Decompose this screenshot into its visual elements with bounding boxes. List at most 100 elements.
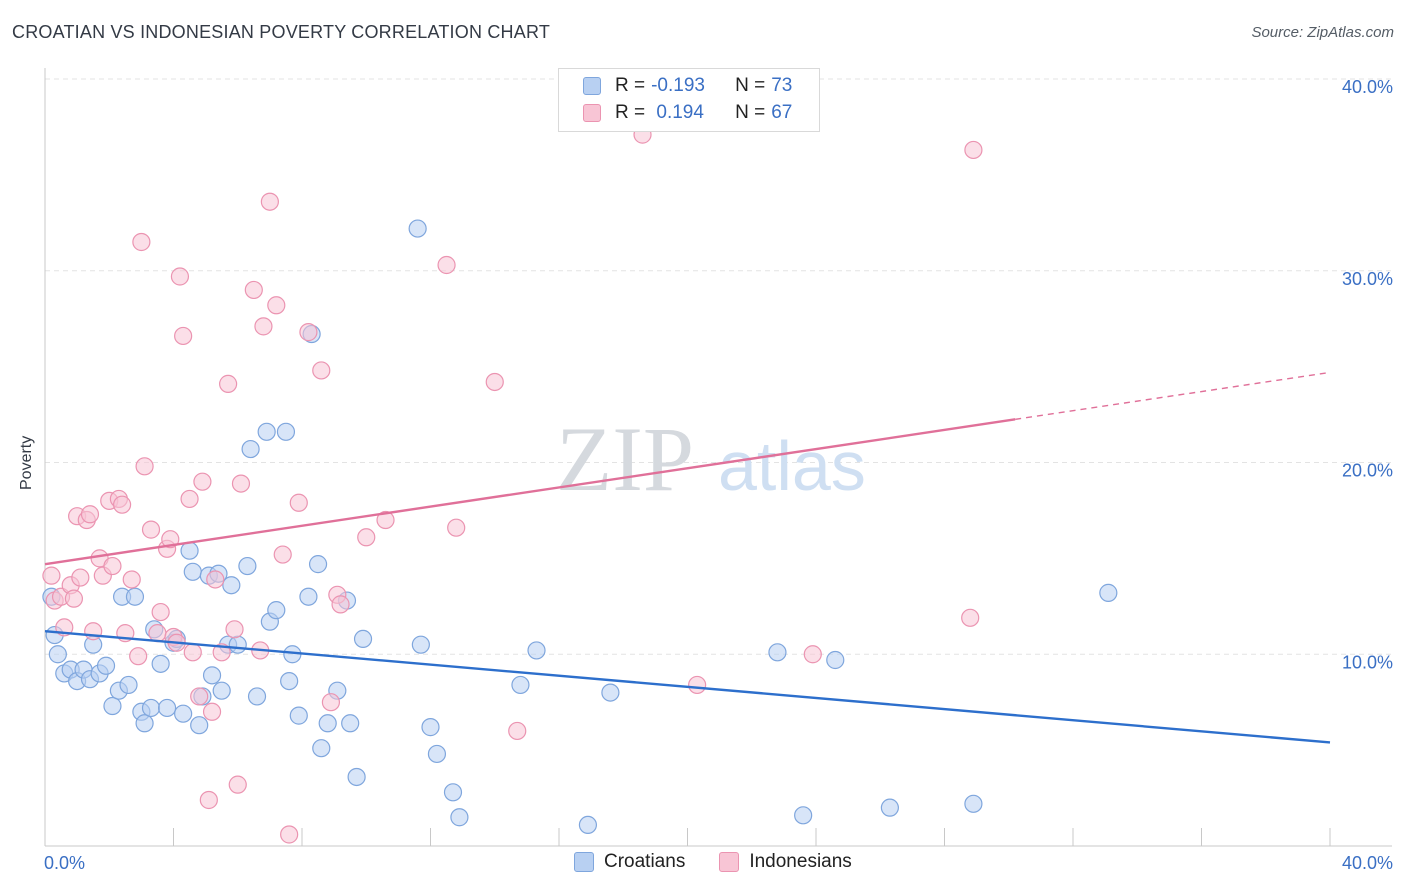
croatian-point bbox=[341, 714, 360, 733]
croatian-point bbox=[308, 555, 328, 574]
croatian-point bbox=[257, 422, 276, 441]
chart-title: CROATIAN VS INDONESIAN POVERTY CORRELATI… bbox=[12, 22, 551, 42]
legend-r-value: -0.193 bbox=[651, 75, 705, 96]
points-layer bbox=[42, 125, 1118, 844]
croatian-point bbox=[125, 587, 145, 606]
croatian-point bbox=[964, 794, 983, 813]
indonesian-point bbox=[964, 140, 983, 160]
indonesian-point bbox=[64, 589, 84, 608]
indonesian-point bbox=[161, 530, 180, 549]
indonesian-point bbox=[135, 457, 154, 476]
croatian-point bbox=[280, 671, 299, 691]
indonesian-point bbox=[254, 317, 273, 336]
legend-n-label: N = bbox=[735, 102, 766, 123]
legend-swatch-blue bbox=[583, 77, 601, 95]
indonesian-point bbox=[202, 702, 222, 721]
watermark-atlas: atlas bbox=[718, 427, 866, 505]
series-legend: Croatians Indonesians bbox=[574, 851, 886, 873]
legend-r-label: R = bbox=[615, 75, 646, 96]
croatian-point bbox=[427, 744, 447, 764]
indonesian-point bbox=[206, 570, 225, 589]
croatian-point bbox=[174, 704, 193, 723]
indonesian-point bbox=[289, 493, 308, 512]
series-legend-indonesians[interactable]: Indonesians bbox=[719, 851, 852, 873]
indonesian-point bbox=[193, 472, 212, 491]
legend-label-indonesians: Indonesians bbox=[749, 851, 852, 872]
croatian-point bbox=[353, 629, 373, 649]
indonesian-point bbox=[280, 825, 299, 844]
legend-r-value: 0.194 bbox=[651, 102, 704, 123]
legend-swatch-blue bbox=[574, 852, 594, 872]
indonesian-point bbox=[961, 608, 980, 627]
indonesian-point bbox=[190, 687, 209, 706]
trend-line-extension bbox=[1015, 371, 1331, 421]
series-legend-croatians[interactable]: Croatians bbox=[574, 851, 685, 873]
croatian-point bbox=[238, 556, 257, 576]
croatian-point bbox=[289, 706, 308, 725]
indonesian-point bbox=[321, 693, 341, 712]
indonesian-point bbox=[260, 192, 279, 211]
indonesian-point bbox=[151, 602, 170, 622]
indonesian-point bbox=[180, 489, 199, 509]
croatian-point bbox=[96, 656, 116, 675]
croatian-point bbox=[347, 767, 366, 787]
indonesian-point bbox=[299, 323, 318, 342]
indonesian-point bbox=[244, 280, 263, 300]
croatian-point bbox=[443, 783, 463, 802]
trend-line-indonesians bbox=[44, 418, 1016, 566]
indonesian-point bbox=[183, 643, 202, 662]
indonesian-point bbox=[231, 474, 251, 493]
y-tick-label: 10.0% bbox=[1342, 652, 1393, 672]
trend-layer bbox=[44, 371, 1331, 744]
indonesian-point bbox=[132, 232, 151, 252]
stats-legend: R = -0.193 N = 73 R = 0.194 N = 67 bbox=[558, 68, 820, 132]
croatian-point bbox=[578, 815, 598, 835]
croatian-point bbox=[103, 696, 122, 716]
croatian-point bbox=[408, 219, 427, 238]
y-tick-label: 40.0% bbox=[1342, 77, 1393, 97]
indonesian-point bbox=[112, 495, 132, 514]
x-tick-label: 40.0% bbox=[1342, 853, 1393, 873]
croatian-point bbox=[267, 601, 286, 620]
croatian-point bbox=[190, 716, 209, 735]
legend-n-value: 73 bbox=[771, 75, 793, 96]
indonesian-point bbox=[170, 267, 190, 286]
croatian-point bbox=[450, 808, 469, 827]
croatian-point bbox=[411, 635, 430, 654]
indonesian-point bbox=[228, 775, 247, 794]
indonesian-point bbox=[148, 624, 167, 643]
indonesian-point bbox=[312, 361, 331, 380]
indonesian-point bbox=[273, 545, 292, 564]
y-tick-label: 30.0% bbox=[1342, 269, 1393, 289]
tick-label-layer: 10.0% 20.0% 30.0% 40.0% 0.0% 40.0% bbox=[44, 77, 1393, 873]
croatian-point bbox=[768, 643, 787, 662]
croatian-point bbox=[228, 635, 247, 654]
croatian-point bbox=[826, 650, 845, 670]
croatian-point bbox=[601, 683, 620, 702]
indonesian-point bbox=[508, 721, 527, 741]
indonesian-point bbox=[225, 620, 244, 639]
croatian-point bbox=[247, 687, 267, 706]
croatian-point bbox=[880, 798, 899, 817]
source-label: Source: ZipAtlas.com bbox=[1251, 24, 1394, 41]
legend-row-indonesians: R = 0.194 N = 67 bbox=[583, 100, 792, 126]
croatian-point bbox=[794, 806, 813, 825]
x-tick-label: 0.0% bbox=[44, 853, 85, 873]
indonesian-point bbox=[129, 647, 148, 666]
legend-swatch-pink bbox=[719, 852, 740, 872]
croatian-point bbox=[180, 541, 199, 560]
indonesian-point bbox=[84, 622, 103, 641]
indonesian-point bbox=[80, 505, 100, 524]
indonesian-point bbox=[174, 326, 193, 346]
croatian-point bbox=[151, 654, 170, 673]
indonesian-point bbox=[71, 568, 90, 587]
legend-r-label: R = bbox=[615, 102, 646, 123]
croatian-point bbox=[141, 698, 161, 718]
indonesian-point bbox=[103, 556, 122, 576]
croatian-point bbox=[318, 714, 337, 733]
croatian-point bbox=[48, 645, 67, 664]
legend-row-croatians: R = -0.193 N = 73 bbox=[583, 73, 792, 99]
axis-layer bbox=[44, 68, 1392, 847]
croatian-point bbox=[1099, 583, 1118, 602]
